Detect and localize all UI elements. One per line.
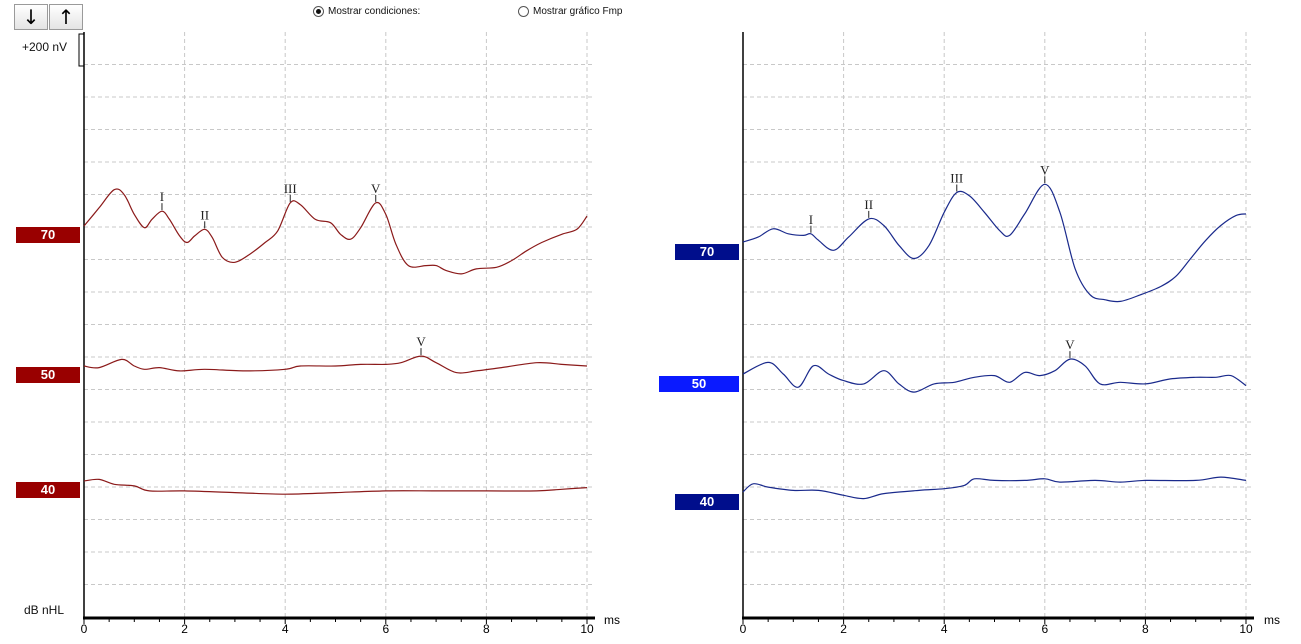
move-up-button[interactable]: ↑ bbox=[49, 4, 83, 30]
peak-label-I[interactable]: I bbox=[160, 189, 164, 204]
show-fmp-graph-radio[interactable]: Mostrar gráfico Fmp bbox=[518, 6, 622, 17]
waveform-trace-50[interactable] bbox=[742, 358, 1247, 393]
level-badge-right-50[interactable]: 50 bbox=[659, 376, 739, 392]
show-fmp-graph-label: Mostrar gráfico Fmp bbox=[533, 6, 623, 17]
radio-selected-icon bbox=[313, 6, 324, 17]
x-tick-label: 4 bbox=[282, 622, 289, 636]
level-badge-left-50[interactable]: 50 bbox=[16, 367, 80, 383]
arrow-up-icon: ↑ bbox=[57, 5, 75, 29]
x-tick-label: 6 bbox=[1041, 622, 1048, 636]
waveform-trace-70[interactable] bbox=[83, 188, 588, 275]
level-badge-right-70[interactable]: 70 bbox=[675, 244, 739, 260]
x-tick-label: 2 bbox=[840, 622, 847, 636]
x-tick-label: 8 bbox=[483, 622, 490, 636]
arrow-down-icon: ↓ bbox=[22, 5, 40, 29]
x-tick-label: 6 bbox=[382, 622, 389, 636]
x-tick-label: 2 bbox=[181, 622, 188, 636]
peak-label-III[interactable]: III bbox=[284, 181, 297, 196]
peak-label-V[interactable]: V bbox=[416, 334, 426, 349]
radio-unselected-icon bbox=[518, 6, 529, 17]
x-tick-label: 4 bbox=[941, 622, 948, 636]
show-conditions-label: Mostrar condiciones: bbox=[328, 6, 421, 17]
waveform-trace-50[interactable] bbox=[83, 355, 588, 374]
peak-label-V[interactable]: V bbox=[371, 181, 381, 196]
x-tick-label: 0 bbox=[81, 622, 88, 636]
waveform-trace-40[interactable] bbox=[742, 476, 1247, 500]
peak-label-I[interactable]: I bbox=[809, 212, 813, 227]
x-tick-label: 10 bbox=[580, 622, 594, 636]
x-tick-label: 0 bbox=[740, 622, 747, 636]
waveform-trace-40[interactable] bbox=[83, 478, 588, 495]
level-badge-left-70[interactable]: 70 bbox=[16, 227, 80, 243]
peak-label-III[interactable]: III bbox=[950, 171, 963, 186]
x-tick-label: 8 bbox=[1142, 622, 1149, 636]
scale-bar bbox=[78, 33, 84, 67]
peak-label-V[interactable]: V bbox=[1040, 162, 1050, 177]
x-tick-label: 10 bbox=[1239, 622, 1253, 636]
peak-label-V[interactable]: V bbox=[1065, 337, 1075, 352]
scale-label: +200 nV bbox=[22, 40, 68, 54]
level-badge-left-40[interactable]: 40 bbox=[16, 482, 80, 498]
x-axis-unit-label: ms bbox=[1264, 613, 1280, 627]
waveform-trace-70[interactable] bbox=[742, 183, 1247, 303]
move-down-button[interactable]: ↓ bbox=[14, 4, 48, 30]
level-badge-right-40[interactable]: 40 bbox=[675, 494, 739, 510]
x-axis-unit-label: ms bbox=[604, 613, 620, 627]
show-conditions-radio[interactable]: Mostrar condiciones: bbox=[313, 6, 420, 17]
peak-label-II[interactable]: II bbox=[200, 207, 209, 222]
y-axis-unit-label: dB nHL bbox=[24, 603, 65, 617]
peak-label-II[interactable]: II bbox=[864, 197, 873, 212]
